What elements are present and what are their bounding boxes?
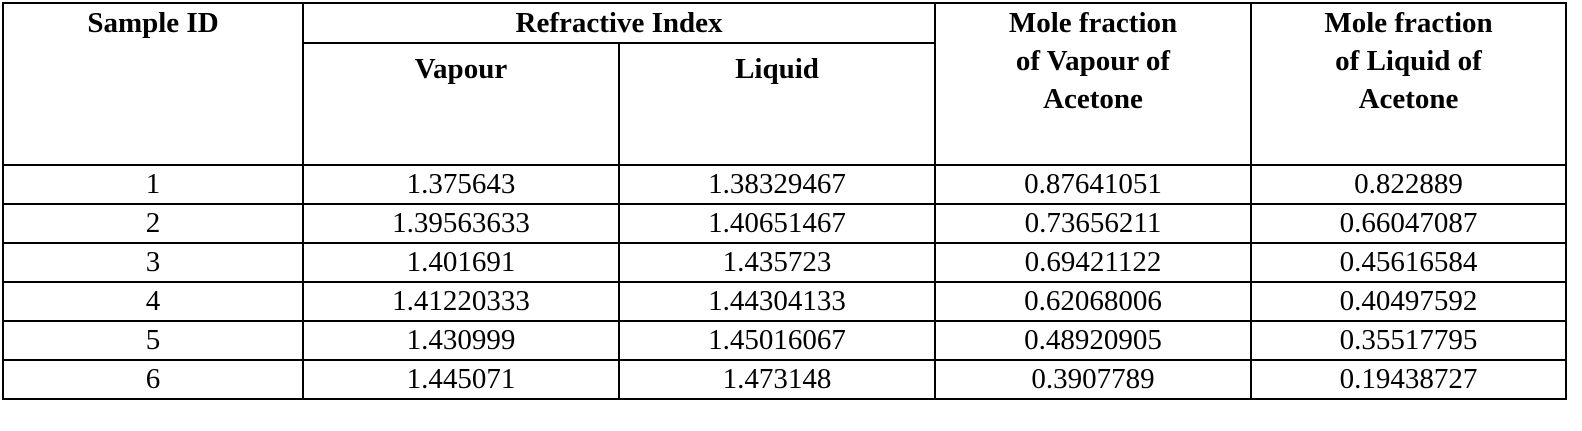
cell-vapour-ri: 1.375643: [302, 164, 620, 205]
cell-mole-fraction-vapour: 0.69421122: [934, 242, 1252, 283]
cell-sample-id: 3: [2, 242, 304, 283]
table-row: 2 1.39563633 1.40651467 0.73656211 0.660…: [2, 203, 1567, 244]
cell-mole-fraction-liquid: 0.45616584: [1250, 242, 1567, 283]
cell-sample-id: 6: [2, 359, 304, 400]
table-row: 5 1.430999 1.45016067 0.48920905 0.35517…: [2, 320, 1567, 361]
cell-vapour-ri: 1.430999: [302, 320, 620, 361]
table-row: 3 1.401691 1.435723 0.69421122 0.4561658…: [2, 242, 1567, 283]
cell-vapour-ri: 1.401691: [302, 242, 620, 283]
cell-vapour-ri: 1.445071: [302, 359, 620, 400]
header-mole-fraction-vapour: Mole fraction of Vapour of Acetone: [934, 2, 1252, 166]
cell-mole-fraction-vapour: 0.62068006: [934, 281, 1252, 322]
cell-liquid-ri: 1.40651467: [618, 203, 936, 244]
cell-vapour-ri: 1.39563633: [302, 203, 620, 244]
data-table: Sample ID Refractive Index Mole fraction…: [2, 2, 1567, 400]
cell-liquid-ri: 1.435723: [618, 242, 936, 283]
cell-liquid-ri: 1.38329467: [618, 164, 936, 205]
cell-vapour-ri: 1.41220333: [302, 281, 620, 322]
header-sample-id: Sample ID: [2, 2, 304, 166]
cell-mole-fraction-vapour: 0.3907789: [934, 359, 1252, 400]
header-refractive-index: Refractive Index: [302, 2, 936, 44]
header-mole-fraction-liquid: Mole fraction of Liquid of Acetone: [1250, 2, 1567, 166]
cell-mole-fraction-liquid: 0.40497592: [1250, 281, 1567, 322]
cell-mole-fraction-vapour: 0.48920905: [934, 320, 1252, 361]
cell-sample-id: 2: [2, 203, 304, 244]
cell-sample-id: 1: [2, 164, 304, 205]
cell-sample-id: 4: [2, 281, 304, 322]
table-body: 1 1.375643 1.38329467 0.87641051 0.82288…: [2, 164, 1567, 400]
table-row: 4 1.41220333 1.44304133 0.62068006 0.404…: [2, 281, 1567, 322]
cell-mole-fraction-liquid: 0.19438727: [1250, 359, 1567, 400]
header-liquid: Liquid: [618, 42, 936, 166]
cell-liquid-ri: 1.473148: [618, 359, 936, 400]
table-row: 6 1.445071 1.473148 0.3907789 0.19438727: [2, 359, 1567, 400]
cell-liquid-ri: 1.44304133: [618, 281, 936, 322]
cell-liquid-ri: 1.45016067: [618, 320, 936, 361]
cell-mole-fraction-vapour: 0.73656211: [934, 203, 1252, 244]
cell-mole-fraction-liquid: 0.66047087: [1250, 203, 1567, 244]
table-row: 1 1.375643 1.38329467 0.87641051 0.82288…: [2, 164, 1567, 205]
cell-mole-fraction-vapour: 0.87641051: [934, 164, 1252, 205]
header-vapour: Vapour: [302, 42, 620, 166]
cell-mole-fraction-liquid: 0.35517795: [1250, 320, 1567, 361]
cell-sample-id: 5: [2, 320, 304, 361]
cell-mole-fraction-liquid: 0.822889: [1250, 164, 1567, 205]
